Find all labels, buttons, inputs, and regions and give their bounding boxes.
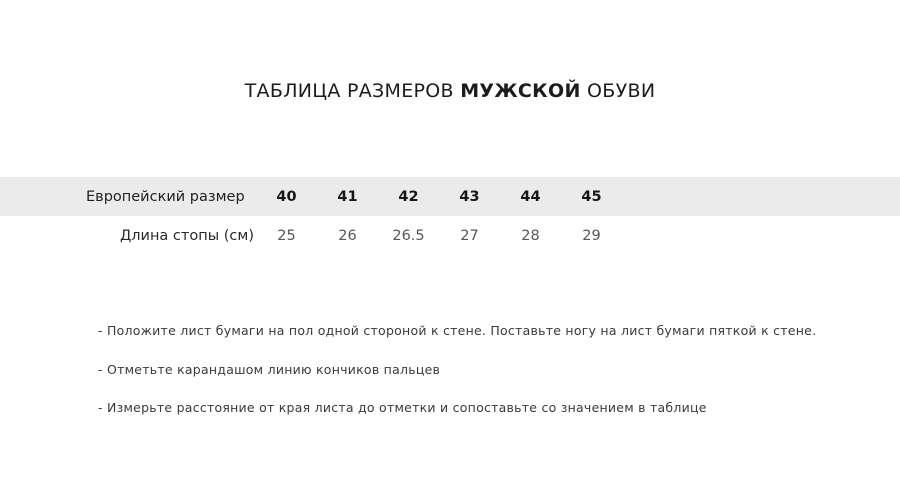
row-values-european-size: 40 41 42 43 44 45 <box>256 189 622 205</box>
page-title: ТАБЛИЦА РАЗМЕРОВ МУЖСКОЙ ОБУВИ <box>0 80 900 102</box>
table-cell: 25 <box>277 227 296 244</box>
instruction-item: - Положите лист бумаги на пол одной стор… <box>98 323 817 338</box>
row-label-european-size: Европейский размер <box>86 188 245 205</box>
table-cell: 41 <box>337 188 358 205</box>
instruction-item: - Отметьте карандашом линию кончиков пал… <box>98 361 441 377</box>
instruction-item: - Измерьте расстояние от края листа до о… <box>98 400 707 415</box>
table-row-foot-length: Длина стопы (см) 25 26 26.5 27 28 29 <box>0 216 900 255</box>
table-cell: 29 <box>582 227 601 244</box>
row-label-foot-length: Длина стопы (см) <box>119 227 254 244</box>
page-title-prefix: ТАБЛИЦА РАЗМЕРОВ <box>244 80 461 102</box>
table-cell: 27 <box>460 227 479 244</box>
measurement-instructions: - Положите лист бумаги на пол одной стор… <box>98 323 858 415</box>
page-title-suffix: ОБУВИ <box>580 80 656 102</box>
table-cell: 43 <box>459 188 480 205</box>
table-cell: 42 <box>398 188 419 205</box>
table-cell: 28 <box>521 227 540 244</box>
table-cell: 45 <box>581 188 602 205</box>
table-cell: 26.5 <box>392 227 425 244</box>
table-cell: 26 <box>338 227 357 244</box>
page-title-emphasis: МУЖСКОЙ <box>460 80 581 102</box>
size-table: Европейский размер 40 41 42 43 44 45 Дли… <box>0 177 900 255</box>
row-values-foot-length: 25 26 26.5 27 28 29 <box>256 228 622 244</box>
table-row-european-size: Европейский размер 40 41 42 43 44 45 <box>0 177 900 216</box>
table-cell: 40 <box>276 188 297 205</box>
table-cell: 44 <box>520 188 541 205</box>
